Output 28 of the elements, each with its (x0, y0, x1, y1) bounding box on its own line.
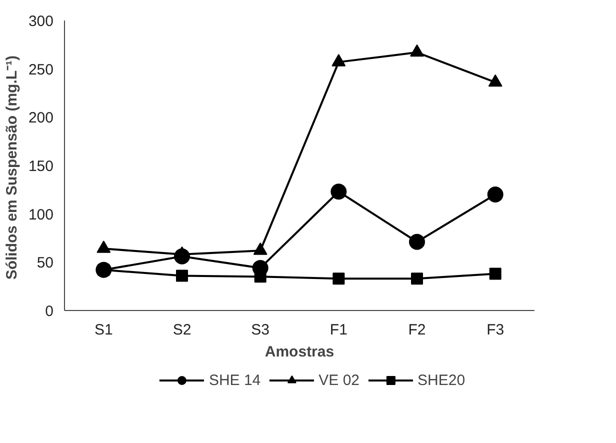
x-axis-title: Amostras (264, 344, 334, 360)
x-tick-label: S2 (172, 322, 192, 338)
point (330, 184, 347, 200)
y-tick-label: 200 (28, 110, 54, 127)
x-tick-label: F3 (486, 322, 504, 338)
y-tick-label: 250 (28, 61, 54, 78)
point (176, 270, 188, 282)
y-tick-label: 0 (45, 303, 54, 320)
point (410, 44, 424, 57)
x-tick-label: F2 (408, 322, 426, 338)
y-axis-title: Sólidos em Suspensão (mg.L⁻¹) (3, 55, 20, 280)
y-tick-label: 150 (28, 158, 54, 175)
point (411, 272, 423, 285)
y-tick-label: 300 (28, 13, 54, 30)
legend-label: SHE 14 (208, 372, 261, 388)
point (487, 186, 504, 202)
point (489, 268, 502, 280)
x-tick-label: F1 (330, 322, 348, 338)
x-tick-label: S1 (94, 322, 113, 338)
legend-label: VE 02 (318, 372, 360, 388)
point (332, 272, 345, 285)
x-tick-label: S3 (251, 322, 270, 338)
point (409, 234, 425, 250)
y-tick-label: 100 (28, 206, 54, 224)
point (488, 74, 502, 87)
point (332, 54, 346, 66)
legend-label: SHE20 (418, 372, 466, 388)
y-tick-label: 50 (36, 254, 54, 272)
